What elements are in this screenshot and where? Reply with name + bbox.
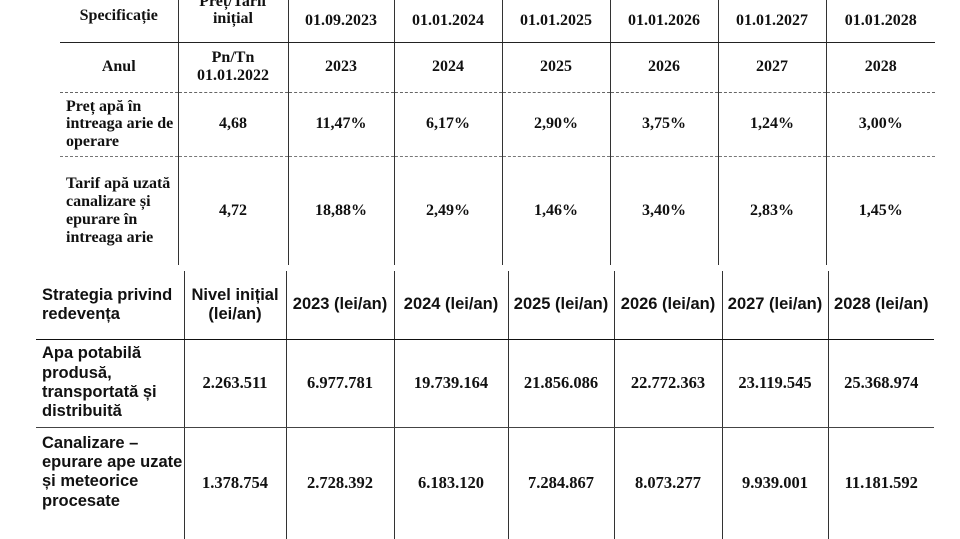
row-label-canalizare: Canalizare – epurare ape uzate și meteor… <box>36 427 185 539</box>
cell-value: 7.284.867 <box>508 427 615 539</box>
header-date-3: 01.01.2025 <box>502 0 611 43</box>
header-date-5: 01.01.2027 <box>718 0 827 43</box>
cell-value: 8.073.277 <box>614 427 723 539</box>
cell-value: 18,88% <box>288 156 395 265</box>
cell-initial: 4,72 <box>178 156 289 265</box>
tariff-table: Specificație Preț/Tarif inițial 01.09.20… <box>60 0 935 265</box>
header-year-1: 2023 (lei/an) <box>286 271 395 340</box>
header-year-5: 2027 (lei/an) <box>722 271 829 340</box>
cell-value: 6.183.120 <box>394 427 509 539</box>
header-year-3: 2025 (lei/an) <box>508 271 615 340</box>
cell-value: 1,45% <box>858 201 903 219</box>
header-year-4: 2026 (lei/an) <box>614 271 723 340</box>
cell-value: 2,90% <box>502 92 611 157</box>
cell-initial: 1.378.754 <box>184 427 287 539</box>
header-specificatie: Specificație <box>60 0 179 43</box>
cell-value: 11.181.592 <box>844 473 918 492</box>
cell-value: 25.368.974 <box>828 339 934 428</box>
header-date-1: 01.09.2023 <box>288 0 395 43</box>
cell-value: 2,49% <box>394 156 503 265</box>
royalty-table: Strategia privind redevența Nivel iniția… <box>36 271 934 539</box>
header-strategia: Strategia privind redevența <box>36 271 185 340</box>
cell-value: 19.739.164 <box>394 339 509 428</box>
header-nivel-initial: Nivel inițial (lei/an) <box>184 271 287 340</box>
cell-value: 6,17% <box>394 92 503 157</box>
header-year-2: 2024 (lei/an) <box>394 271 509 340</box>
cell-value: 9.939.001 <box>722 427 829 539</box>
header-initial-top: Preț/Tarif inițial <box>178 0 289 43</box>
header-initial-bottom: Pn/Tn 01.01.2022 <box>178 42 289 93</box>
cell-value: 2,83% <box>718 156 827 265</box>
cell-value: 11,47% <box>288 92 395 157</box>
year-cell-5: 2027 <box>718 42 827 93</box>
year-cell-2: 2024 <box>394 42 503 93</box>
header-date-4: 01.01.2026 <box>610 0 719 43</box>
year-cell-6: 2028 <box>826 42 935 93</box>
cell-value: 1,46% <box>502 156 611 265</box>
row-anul-label: Anul <box>60 42 179 93</box>
header-year-6: 2028 (lei/an) <box>828 271 934 340</box>
header-date-2: 01.01.2024 <box>394 0 503 43</box>
row-label-apa-potabila: Apa potabilă produsă, transportată și di… <box>36 339 185 428</box>
header-date-6: 01.01.2028 <box>826 0 935 43</box>
cell-value: 23.119.545 <box>722 339 829 428</box>
cell-value: 6.977.781 <box>286 339 395 428</box>
cell-value: 22.772.363 <box>614 339 723 428</box>
cell-value: 21.856.086 <box>508 339 615 428</box>
row-label-pret-apa: Preț apă în intreaga arie de operare <box>60 92 179 157</box>
cell-value: 3,75% <box>610 92 719 157</box>
row-label-tarif-apa-uzata: Tarif apă uzată canalizare și epurare în… <box>60 156 179 265</box>
cell-initial: 4,68 <box>178 92 289 157</box>
year-cell-4: 2026 <box>610 42 719 93</box>
year-cell-1: 2023 <box>288 42 395 93</box>
cell-value: 3,40% <box>610 156 719 265</box>
cell-value: 1,24% <box>718 92 827 157</box>
cell-initial: 2.263.511 <box>184 339 287 428</box>
cell-value: 3,00% <box>826 92 935 157</box>
cell-value: 2.728.392 <box>286 427 395 539</box>
year-cell-3: 2025 <box>502 42 611 93</box>
